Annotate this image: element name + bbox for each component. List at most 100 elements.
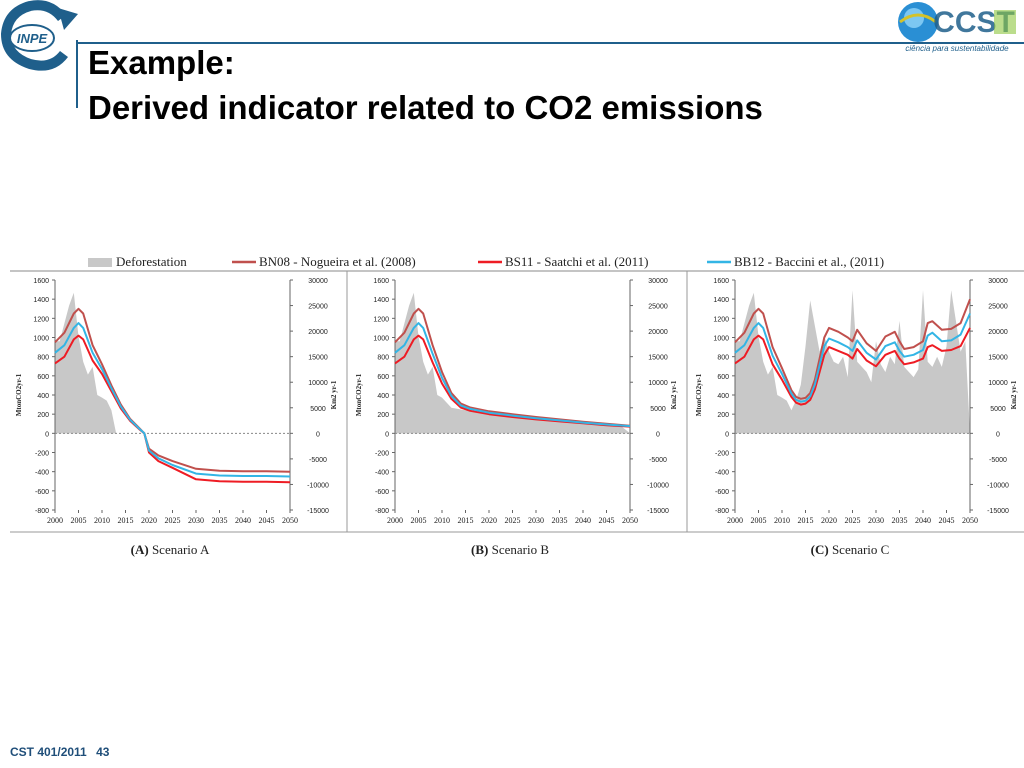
left-tick-label: 200 [717,412,729,419]
chart-panel-a: -800 -600 -400 -200 0 200 400 600 800 1000 1200 140… [15,278,338,557]
right-tick-label: 20000 [308,329,328,336]
x-tick-label: 2005 [751,516,767,525]
chart-caption: (A) Scenario A [131,542,210,557]
legend-label-deforestation: Deforestation [116,254,187,269]
x-tick-label: 2015 [458,516,474,525]
series-line-bb12 [734,313,971,403]
chart-caption-letter: (B) [471,542,492,557]
left-tick-label: 1000 [33,336,49,343]
x-tick-label: 2020 [481,516,497,525]
right-tick-label: -5000 [989,457,1007,464]
x-tick-label: 2040 [915,516,931,525]
x-tick-label: 2040 [575,516,591,525]
left-tick-label: 1000 [713,336,729,343]
x-tick-label: 2015 [798,516,814,525]
right-tick-label: -15000 [987,508,1009,515]
x-tick-label: 2025 [165,516,181,525]
left-tick-label: -600 [715,489,729,496]
right-tick-label: 5000 [650,406,666,413]
left-tick-label: -400 [715,470,729,477]
left-tick-label: 400 [717,393,729,400]
x-tick-label: 2020 [821,516,837,525]
emissions-figure: Deforestation BN08 - Nogueira et al. (20… [10,248,1024,568]
header-vertical-rule [76,40,78,108]
right-tick-label: -10000 [987,482,1009,489]
series-line-bs11 [734,327,971,406]
left-tick-label: 600 [717,374,729,381]
x-tick-label: 2000 [47,516,63,525]
left-tick-label: 400 [377,393,389,400]
slide-footer: CST 401/2011 43 [10,745,115,759]
left-tick-label: 1400 [33,297,49,304]
right-axis-title: Km2 yr-1 [330,380,338,409]
inpe-logo-text: INPE [17,31,48,46]
right-tick-label: 25000 [648,304,668,311]
chart-caption: (B) Scenario B [471,542,549,557]
page-number: 43 [96,745,110,759]
chart-caption-text: Scenario B [492,542,550,557]
left-tick-label: 800 [377,355,389,362]
x-tick-label: 2010 [94,516,110,525]
left-tick-label: -400 [35,470,49,477]
x-tick-label: 2050 [622,516,638,525]
right-tick-label: -5000 [309,457,327,464]
x-tick-label: 2035 [212,516,228,525]
chart-caption-text: Scenario C [832,542,889,557]
left-tick-label: 400 [37,393,49,400]
left-tick-label: 1200 [713,316,729,323]
x-tick-label: 2050 [282,516,298,525]
ccst-tagline: ciência para sustentabilidade [905,44,1009,53]
left-tick-label: -400 [375,470,389,477]
left-tick-label: 1600 [373,278,389,285]
series-line-bn08 [734,298,971,400]
x-tick-label: 2045 [259,516,275,525]
right-tick-label: -15000 [647,508,669,515]
x-tick-label: 2020 [141,516,157,525]
right-tick-label: 10000 [988,380,1008,387]
left-tick-label: 1400 [373,297,389,304]
x-tick-label: 2025 [505,516,521,525]
right-axis-title: Km2 yr-1 [1010,380,1018,409]
right-tick-label: 0 [316,431,320,438]
slide-title-line1: Example: [88,44,235,81]
left-tick-label: 600 [37,374,49,381]
left-tick-label: -200 [35,451,49,458]
right-tick-label: 20000 [988,329,1008,336]
right-tick-label: 25000 [988,304,1008,311]
left-tick-label: 800 [717,355,729,362]
x-tick-label: 2030 [868,516,884,525]
x-tick-label: 2010 [774,516,790,525]
chart-caption-letter: (A) [131,542,152,557]
left-tick-label: -800 [35,508,49,515]
left-tick-label: 1200 [33,316,49,323]
left-tick-label: -800 [715,508,729,515]
course-code: CST 401/2011 [10,745,87,759]
left-tick-label: 1600 [33,278,49,285]
right-tick-label: 30000 [988,278,1008,285]
left-tick-label: 600 [377,374,389,381]
right-tick-label: 30000 [308,278,328,285]
legend-label-bb12: BB12 - Baccini et al., (2011) [734,254,884,269]
right-tick-label: -5000 [649,457,667,464]
right-tick-label: -15000 [307,508,329,515]
ccst-logo: CCST [898,2,1016,42]
chart-caption-letter: (C) [811,542,832,557]
deforestation-area [395,292,630,434]
left-tick-label: -600 [375,489,389,496]
left-axis-title: MtonCO2yr-1 [695,373,703,416]
right-tick-label: 5000 [990,406,1006,413]
chart-panel-c: -800 -600 -400 -200 0 200 400 600 800 1000 1200 140… [695,278,1018,557]
right-tick-label: 0 [996,431,1000,438]
right-tick-label: 10000 [648,380,668,387]
x-tick-label: 2025 [845,516,861,525]
x-tick-label: 2030 [528,516,544,525]
right-tick-label: 25000 [308,304,328,311]
chart-caption: (C) Scenario C [811,542,890,557]
x-tick-label: 2030 [188,516,204,525]
x-tick-label: 2045 [599,516,615,525]
chart-panel-b: -800 -600 -400 -200 0 200 400 600 800 1000 1200 140… [355,278,678,557]
right-tick-label: 5000 [310,406,326,413]
right-tick-label: 15000 [648,355,668,362]
right-tick-label: 15000 [988,355,1008,362]
x-tick-label: 2000 [387,516,403,525]
